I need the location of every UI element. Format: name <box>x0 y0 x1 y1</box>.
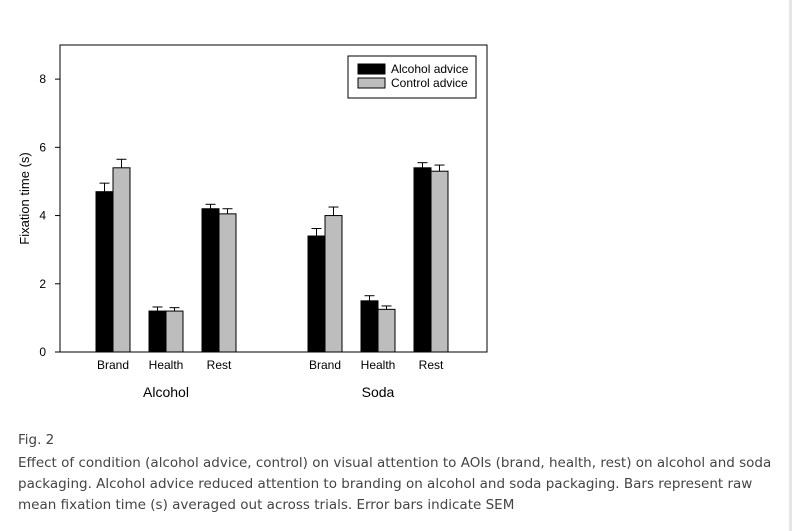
page-edge <box>789 0 792 531</box>
category-label: Brand <box>309 358 341 372</box>
y-tick-label: 2 <box>39 277 46 291</box>
bar <box>201 208 220 353</box>
bar <box>112 167 131 353</box>
legend-swatch <box>357 63 386 75</box>
legend-box <box>347 55 477 99</box>
y-axis-label: Fixation time (s) <box>17 152 32 244</box>
figure-caption: Effect of condition (alcohol advice, con… <box>18 455 772 513</box>
legend-label: Control advice <box>391 76 468 90</box>
y-tick-label: 4 <box>39 209 46 223</box>
y-tick-label: 0 <box>39 345 46 359</box>
category-label: Rest <box>419 358 444 372</box>
bar <box>165 310 184 353</box>
legend-swatch <box>357 77 386 89</box>
category-label: Brand <box>97 358 129 372</box>
bar <box>430 170 449 353</box>
bar-chart: 0 2 4 6 8 Fixation time (s) Brand Health Rest Alc… <box>17 44 488 400</box>
bar <box>413 167 432 353</box>
bar <box>148 310 167 353</box>
bar <box>360 300 379 353</box>
bar <box>307 235 326 353</box>
bar <box>324 215 343 353</box>
category-label: Health <box>149 358 184 372</box>
bar <box>377 308 396 353</box>
bar <box>218 213 237 353</box>
category-label: Rest <box>207 358 232 372</box>
category-label: Health <box>361 358 396 372</box>
figure-label: Fig. 2 <box>18 432 55 448</box>
y-tick-label: 8 <box>39 72 46 86</box>
legend-label: Alcohol advice <box>391 62 469 76</box>
bar <box>95 191 114 353</box>
group-label: Alcohol <box>143 384 189 400</box>
y-tick-label: 6 <box>39 140 46 154</box>
plot-frame <box>59 44 488 353</box>
group-label: Soda <box>362 384 395 400</box>
